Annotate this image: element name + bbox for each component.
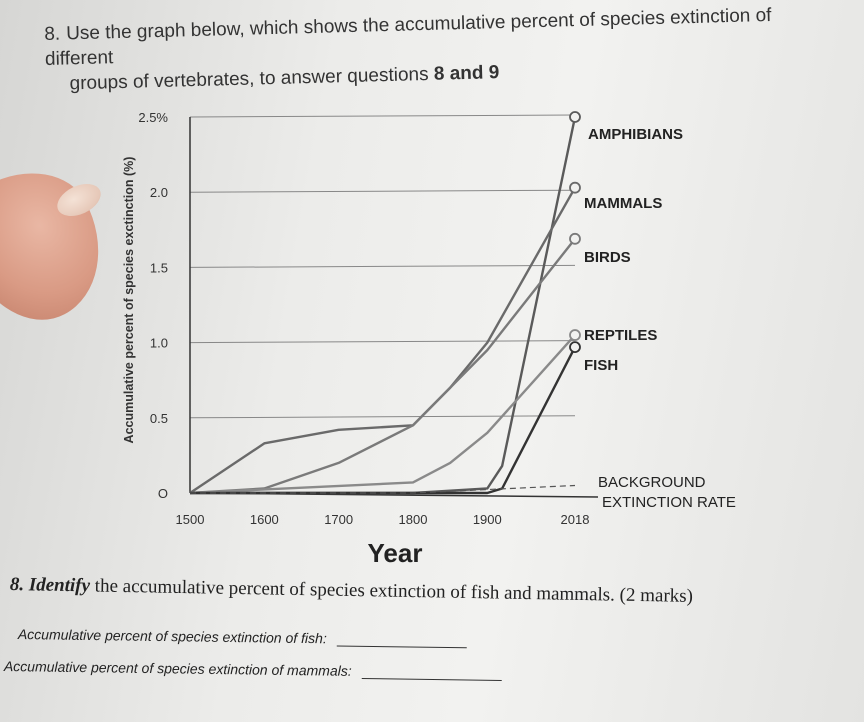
series-line-fish	[190, 346, 577, 495]
y-tick-label: 1.0	[150, 336, 168, 351]
chart-axes	[189, 117, 599, 498]
x-tick-label: 2018	[561, 512, 590, 527]
series-label: AMPHIBIANS	[588, 126, 683, 143]
chart-labels: O 0.5 1.0 1.5 2.0 2.5% 1500 1600 1700 1800 1900 201…	[122, 110, 736, 568]
series-label: FISH	[584, 357, 618, 374]
chart-series	[189, 111, 581, 495]
chart-grid	[189, 114, 576, 419]
x-tick-label: 1600	[250, 512, 279, 527]
series-end-marker	[569, 232, 581, 245]
extinction-rate-label: EXTINCTION RATE	[602, 494, 736, 511]
series-end-marker	[569, 341, 581, 354]
gridline	[189, 415, 576, 419]
series-end-marker	[569, 111, 581, 123]
series-end-marker	[569, 329, 581, 341]
gridline	[189, 114, 576, 118]
series-label: BIRDS	[584, 249, 631, 266]
y-tick-label: O	[158, 486, 168, 501]
gridline	[189, 340, 576, 344]
y-tick-label: 0.5	[150, 411, 168, 426]
y-axis-title: Accumulative percent of species exctinct…	[122, 157, 136, 444]
sub-question-number: 8.	[9, 574, 25, 596]
series-line-reptiles	[189, 334, 576, 495]
series-line-background-extinction-rate	[190, 484, 576, 494]
sub-question-verb: Identify	[28, 574, 91, 597]
x-tick-label: 1900	[473, 512, 502, 527]
mammals-answer-blank[interactable]	[361, 663, 502, 681]
x-tick-label: 1700	[324, 512, 353, 527]
fish-answer-blank[interactable]	[336, 631, 467, 649]
gridline	[189, 189, 576, 193]
gridline	[189, 264, 576, 268]
series-line-amphibians	[190, 116, 577, 495]
series-label: MAMMALS	[584, 195, 662, 212]
series-label: REPTILES	[584, 327, 657, 344]
x-axis-title: Year	[368, 538, 423, 568]
y-tick-label: 2.0	[150, 185, 168, 200]
series-end-marker	[569, 181, 581, 194]
x-tick-label: 1800	[399, 512, 428, 527]
series-line-mammals	[189, 187, 577, 494]
y-tick-label: 2.5%	[138, 110, 168, 125]
y-tick-label: 1.5	[150, 260, 168, 275]
background-label: BACKGROUND	[598, 474, 706, 491]
x-tick-label: 1500	[176, 512, 205, 527]
